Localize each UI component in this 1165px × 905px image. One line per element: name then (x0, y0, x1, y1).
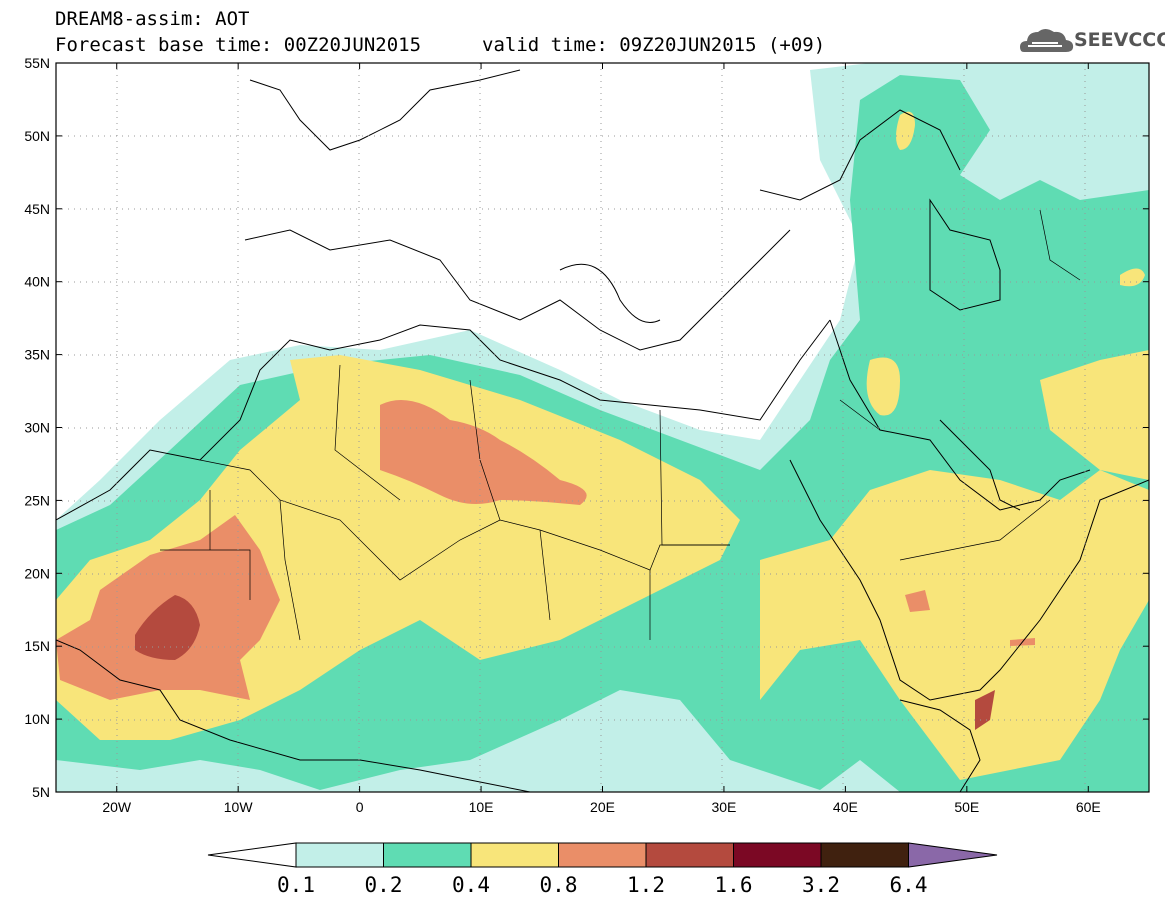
colorbar-swatch (645, 842, 734, 868)
lon-tick-label: 20W (102, 799, 132, 815)
colorbar-swatch (733, 842, 822, 868)
lat-tick-label: 35N (24, 347, 50, 363)
lat-tick-label: 20N (24, 565, 50, 581)
aot-band-0.4 (1040, 350, 1149, 480)
lat-tick-label: 50N (24, 128, 50, 144)
colorbar-level-label: 0.8 (540, 873, 578, 897)
aot-band-0.4 (866, 357, 900, 416)
valid-time: valid time: 09Z20JUN2015 (+09) (482, 34, 826, 56)
longitude-labels: 20W 10W 0 10E 20E 30E 40E 50E 60E (102, 63, 1101, 815)
lat-tick-label: 5N (32, 784, 50, 800)
lat-tick-label: 25N (24, 492, 50, 508)
colorbar-level-label: 0.2 (365, 873, 403, 897)
colorbar-level-label: 3.2 (802, 873, 840, 897)
lon-tick-label: 0 (356, 799, 364, 815)
aot-band-1.2 (135, 595, 200, 660)
aot-band-0.4 (760, 470, 1149, 780)
colorbar-level-label: 1.2 (627, 873, 665, 897)
colorbar-swatch (383, 842, 472, 868)
lon-tick-label: 10W (224, 799, 254, 815)
grid (56, 63, 1149, 792)
latitude-labels: 55N 50N 45N 40N 35N 30N 25N 20N 15N 10N 5N (24, 55, 1149, 800)
colorbar-labels: 0.1 0.2 0.4 0.8 1.2 1.6 3.2 6.4 (277, 873, 927, 897)
product-title: DREAM8-assim: AOT (55, 8, 250, 30)
colorbar-swatch (558, 842, 647, 868)
aot-shading (56, 63, 1149, 792)
colorbar-under-arrow (207, 842, 297, 868)
aot-band-0.8 (905, 590, 930, 612)
lon-tick-label: 10E (469, 799, 494, 815)
colorbar (207, 842, 998, 868)
lon-tick-label: 50E (954, 799, 979, 815)
colorbar-level-label: 0.1 (277, 873, 315, 897)
lon-tick-label: 20E (590, 799, 615, 815)
forecast-base-time: Forecast base time: 00Z20JUN2015 (55, 34, 422, 56)
colorbar-swatch (820, 842, 909, 868)
lon-tick-label: 60E (1076, 799, 1101, 815)
cloud-icon (1020, 29, 1074, 52)
lat-tick-label: 10N (24, 711, 50, 727)
lat-tick-label: 15N (24, 638, 50, 654)
colorbar-level-label: 0.4 (452, 873, 490, 897)
coastlines (56, 69, 1149, 792)
colorbar-over-arrow (908, 842, 998, 868)
colorbar-swatch (470, 842, 559, 868)
logo-text: SEEVCCC (1074, 29, 1165, 51)
colorbar-level-label: 1.6 (715, 873, 753, 897)
aot-band-0.8 (380, 400, 587, 505)
lon-tick-label: 30E (711, 799, 736, 815)
lat-tick-label: 55N (24, 55, 50, 71)
lat-tick-label: 40N (24, 274, 50, 290)
lat-tick-label: 30N (24, 420, 50, 436)
aot-band-0.4 (1120, 268, 1145, 287)
lon-tick-label: 40E (833, 799, 858, 815)
colorbar-level-label: 6.4 (890, 873, 928, 897)
lat-tick-label: 45N (24, 201, 50, 217)
aot-band-0.4 (896, 111, 915, 150)
colorbar-swatch (295, 842, 384, 868)
